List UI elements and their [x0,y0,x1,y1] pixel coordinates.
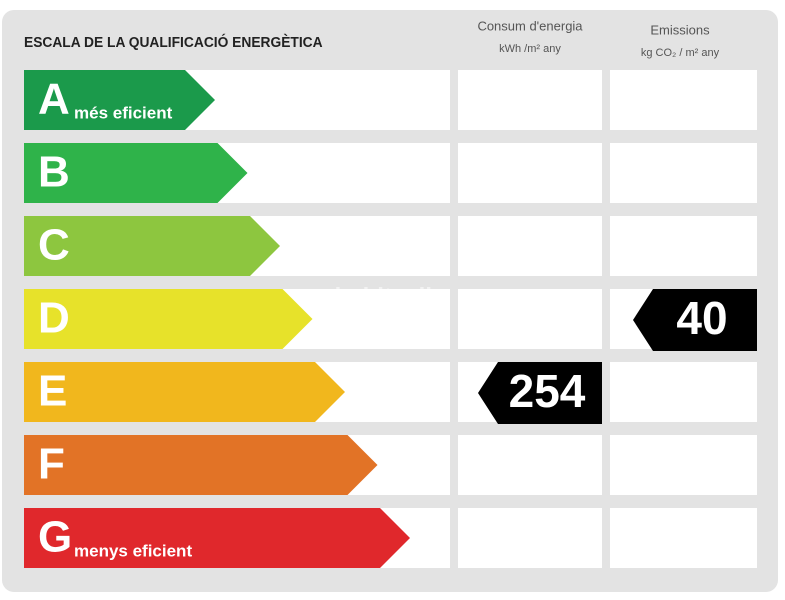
rating-sublabel: menys eficient [74,541,192,560]
emissions-title: Emissions [650,22,710,37]
consumption-cell [458,508,602,568]
rating-arrow [24,362,345,422]
title: ESCALA DE LA QUALIFICACIÓ ENERGÈTICA [24,32,323,51]
rating-letter: B [38,148,70,197]
rating-arrow [24,508,410,568]
consumption-cell [458,289,602,349]
rating-arrow [24,143,248,203]
emissions-cell [610,143,757,203]
rating-letter: E [38,367,67,416]
rating-letter: G [38,513,72,562]
value-label: 254 [509,365,586,417]
emissions-unit: kg CO₂ / m² any [641,47,720,59]
rating-letter: F [38,440,65,489]
emissions-cell [610,70,757,130]
emissions-cell [610,435,757,495]
rating-arrow [24,435,378,495]
watermark: habitaclia [335,283,446,310]
value-badge [633,289,757,351]
rating-arrow [24,70,215,130]
consumption-title: Consum d'energia [477,18,583,33]
rating-arrow [24,216,280,276]
consumption-cell [458,216,602,276]
consumption-cell [458,435,602,495]
value-badge [478,362,602,424]
value-label: 40 [676,292,727,344]
emissions-cell [610,362,757,422]
rating-letter: A [38,75,70,124]
emissions-cell [610,508,757,568]
consumption-cell [458,143,602,203]
rating-sublabel: més eficient [74,103,173,122]
consumption-cell [458,70,602,130]
emissions-cell [610,216,757,276]
rating-letter: D [38,294,70,343]
consumption-unit: kWh /m² any [499,43,561,55]
rating-letter: C [38,221,70,270]
rating-arrow [24,289,313,349]
